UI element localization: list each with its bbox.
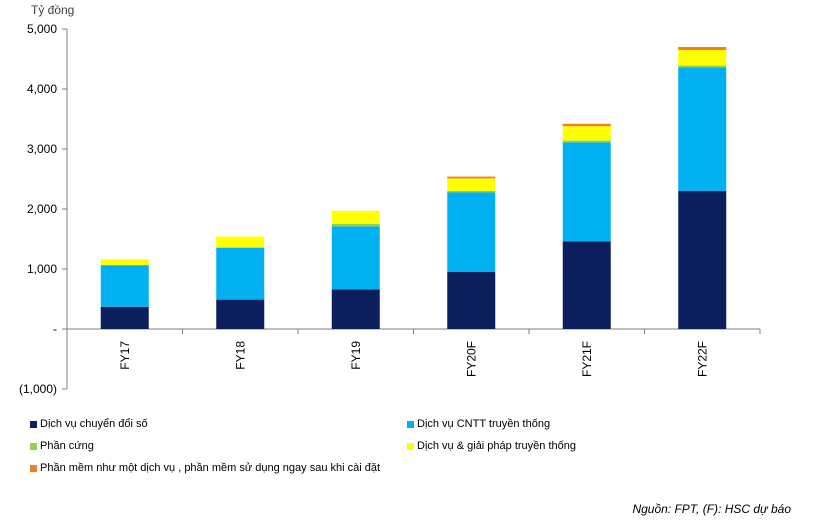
legend-swatch-saas <box>30 464 37 472</box>
x-tick-label: FY19 <box>349 341 363 370</box>
bar-segment <box>216 248 265 300</box>
x-tick-label: FY21F <box>580 341 594 377</box>
legend: Dịch vụ chuyển đổi số Dịch vụ CNTT truyề… <box>30 418 730 488</box>
bar-segment <box>100 264 149 266</box>
legend-item-hardware: Phần cứng <box>30 440 94 452</box>
y-tick-label: - <box>53 322 57 336</box>
bar-segment <box>447 178 496 191</box>
bar-segment <box>562 123 611 127</box>
bar-segment <box>216 247 265 248</box>
bar-segment <box>678 65 727 68</box>
y-tick-label: 2,000 <box>27 202 57 216</box>
legend-swatch-it-services <box>407 420 414 428</box>
bar-segment <box>562 241 611 329</box>
legend-label: Dịch vụ CNTT truyền thống <box>417 418 551 430</box>
legend-item-it-services: Dịch vụ CNTT truyền thống <box>407 418 550 430</box>
bar-segment <box>216 299 265 329</box>
bar-segment <box>562 140 611 143</box>
bar-segment <box>331 224 380 227</box>
x-tick-label: FY17 <box>118 341 132 370</box>
legend-label: Dịch vụ chuyển đổi số <box>40 418 148 430</box>
legend-label: Phần mềm như một dịch vụ , phần mềm sử d… <box>40 462 381 474</box>
bar-segment <box>447 176 496 179</box>
legend-label: Dịch vụ & giải pháp truyền thống <box>417 440 576 452</box>
bar-segment <box>100 306 149 329</box>
bar-segment <box>678 47 727 50</box>
bar-segment <box>331 289 380 329</box>
x-axis: FY17 FY18 FY19 FY20F FY21F FY22F <box>67 328 761 377</box>
bar-segment <box>562 142 611 242</box>
y-tick-label: 3,000 <box>27 142 57 156</box>
bar-segment <box>331 226 380 290</box>
bar-segment <box>562 126 611 141</box>
x-tick-label: FY20F <box>464 341 478 377</box>
bar-segment <box>331 210 380 224</box>
y-axis: (1,000) - 1,000 2,000 3,000 4,000 5,000 <box>19 22 68 396</box>
x-tick-label: FY18 <box>233 341 247 370</box>
bar-segment <box>447 192 496 272</box>
legend-item-traditional-solutions: Dịch vụ & giải pháp truyền thống <box>407 440 576 452</box>
y-axis-unit-label: Tỷ đồng <box>31 3 75 17</box>
bars <box>100 47 727 329</box>
bar-segment <box>678 67 727 191</box>
y-tick-label: 5,000 <box>27 22 57 36</box>
bar-segment <box>100 265 149 307</box>
legend-label: Phần cứng <box>40 440 94 452</box>
legend-swatch-hardware <box>30 442 37 450</box>
bar-segment <box>447 272 496 329</box>
legend-item-digital-services: Dịch vụ chuyển đổi số <box>30 418 148 430</box>
bar-segment <box>678 50 727 66</box>
y-tick-label: 4,000 <box>27 82 57 96</box>
bar-segment <box>100 259 149 265</box>
legend-swatch-traditional-solutions <box>407 442 414 450</box>
legend-swatch-digital-services <box>30 420 37 428</box>
y-tick-label: 1,000 <box>27 262 57 276</box>
legend-item-saas: Phần mềm như một dịch vụ , phần mềm sử d… <box>30 462 380 474</box>
x-tick-label: FY22F <box>695 341 709 377</box>
bar-segment <box>216 236 265 248</box>
source-note: Nguồn: FPT, (F): HSC dự báo <box>632 502 791 516</box>
y-tick-label: (1,000) <box>19 382 57 396</box>
bar-segment <box>447 191 496 193</box>
bar-segment <box>678 191 727 329</box>
